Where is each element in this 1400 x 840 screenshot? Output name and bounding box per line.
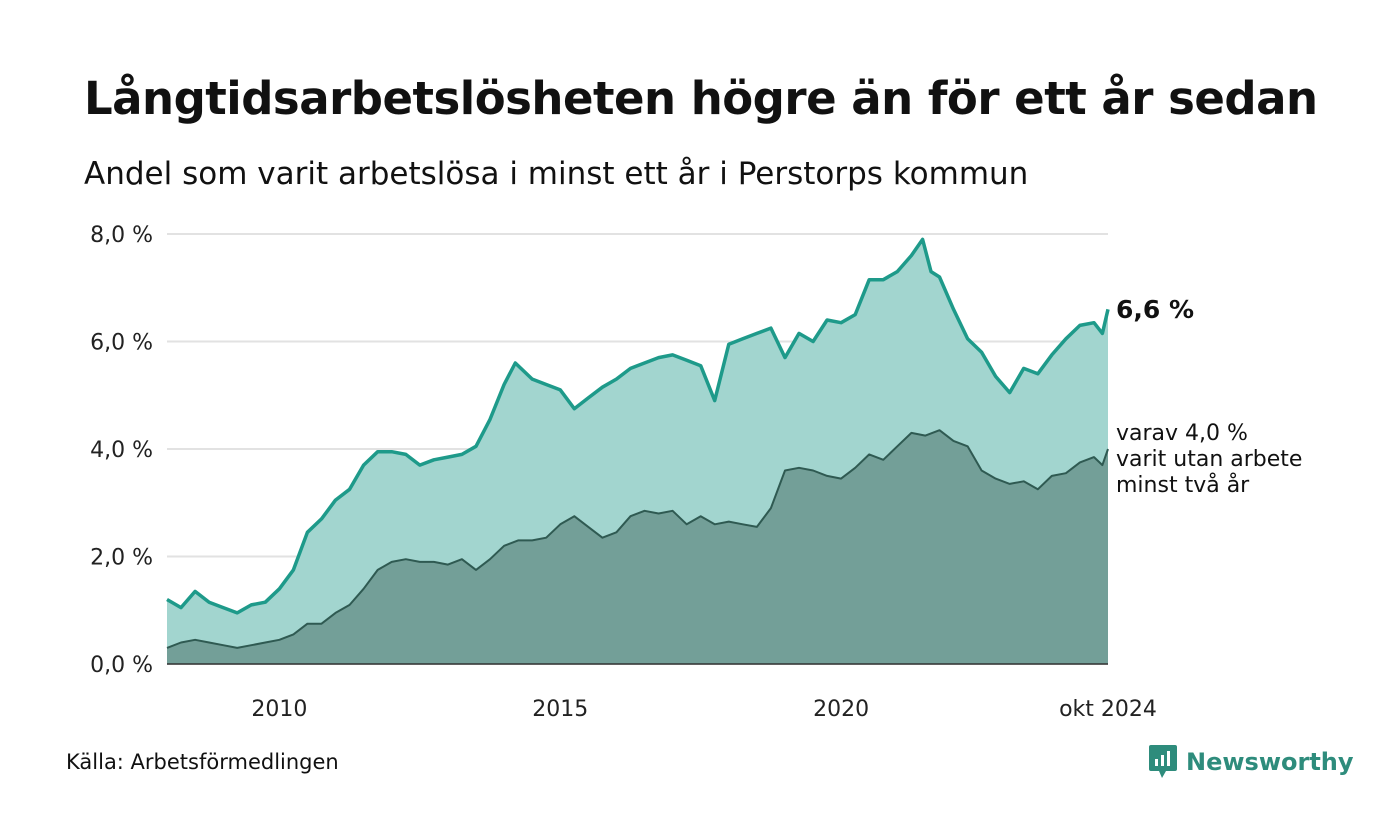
end-value-label: 6,6 % (1116, 295, 1194, 324)
newsworthy-logo-icon (1149, 745, 1177, 778)
brand-name: Newsworthy (1186, 748, 1354, 776)
x-tick-label: 2015 (532, 697, 588, 722)
x-axis-ticks: 2010 2015 2020 okt 2024 (251, 697, 1157, 722)
series-minst-tva-ar-area (167, 430, 1108, 664)
y-axis-ticks: 0,0 % 2,0 % 4,0 % 6,0 % 8,0 % (90, 223, 153, 678)
x-tick-label: okt 2024 (1059, 697, 1157, 722)
brand-logo: Newsworthy (1148, 744, 1354, 780)
series-minst-ett-ar-line (166, 237, 1110, 615)
annotation-line-3: minst två år (1116, 472, 1250, 498)
series-lines (166, 237, 1110, 665)
x-tick-label: 2010 (251, 697, 307, 722)
y-tick-label: 4,0 % (90, 438, 153, 463)
annotation-line-2: varit utan arbete (1116, 447, 1302, 472)
annotation-line-1: varav 4,0 % (1116, 421, 1248, 446)
x-tick-label: 2020 (813, 697, 869, 722)
chart-subtitle: Andel som varit arbetslösa i minst ett å… (84, 156, 1029, 192)
y-tick-label: 0,0 % (90, 653, 153, 678)
chart-title: Långtidsarbetslösheten högre än för ett … (84, 72, 1318, 125)
series-areas (167, 239, 1108, 664)
y-tick-label: 6,0 % (90, 331, 153, 356)
source-note: Källa: Arbetsförmedlingen (66, 750, 339, 774)
series-minst-tva-ar-line (166, 429, 1109, 649)
y-tick-label: 2,0 % (90, 546, 153, 571)
y-tick-label: 8,0 % (90, 223, 153, 248)
